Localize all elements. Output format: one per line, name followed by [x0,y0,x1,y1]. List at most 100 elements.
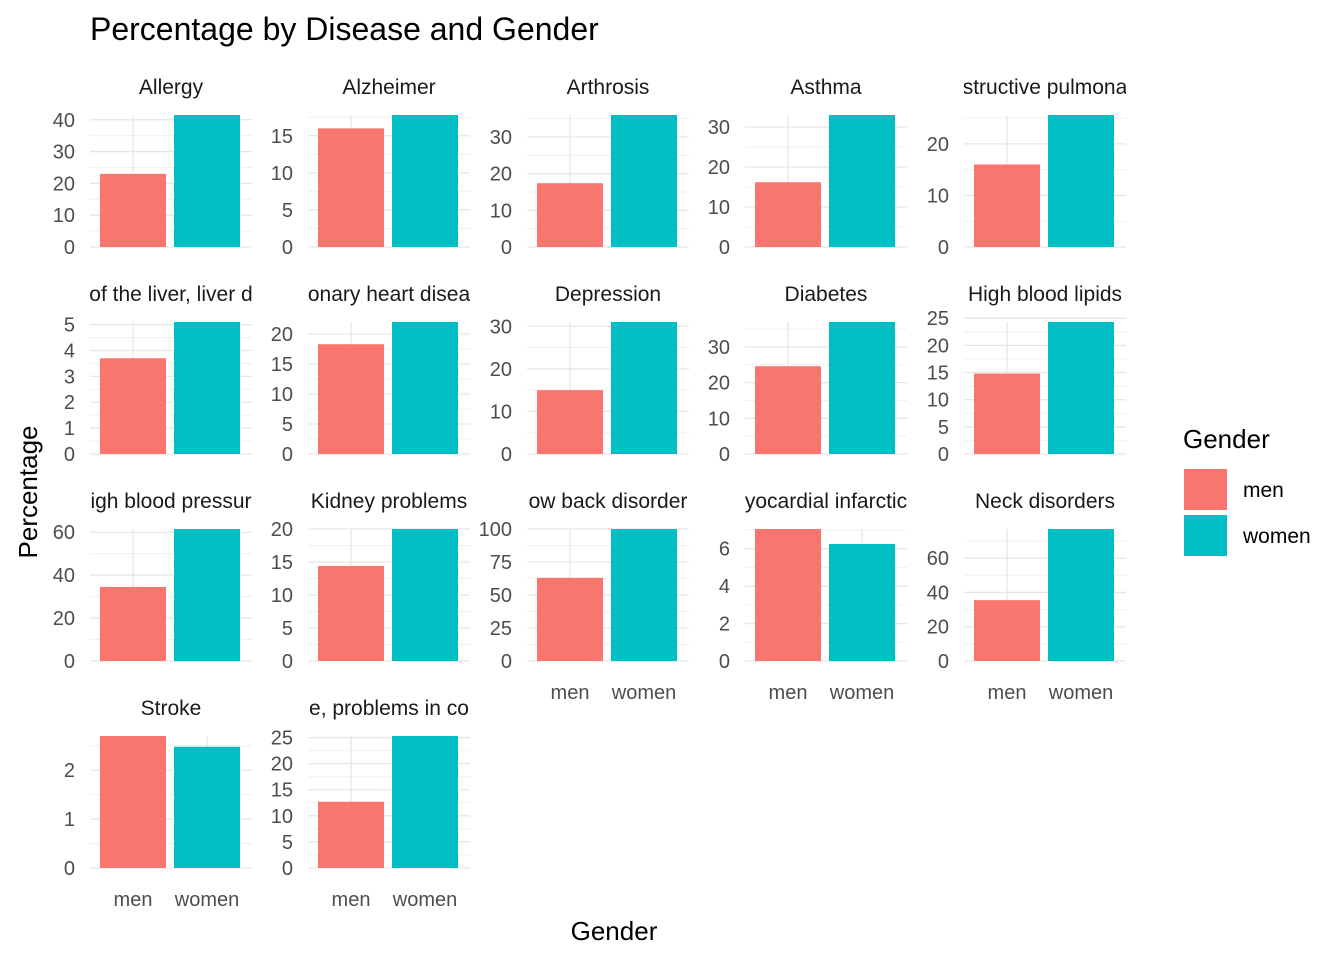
facet-strip-label: Stroke [141,697,202,720]
facet-panel: Allergy 0 10 20 30 40 [53,76,252,259]
x-axis-title: Gender [571,916,658,946]
y-tick-label: 10 [927,390,949,412]
facet-strip-label: Diabetes [785,283,868,306]
bar-women [1048,322,1114,454]
y-tick-label: 0 [501,444,512,466]
y-tick-label: 40 [927,582,949,604]
facet-panel: of the liver, liver d 0 1 2 3 4 5 [64,283,252,466]
x-tick-label: women [392,889,457,911]
facet-panel: Alzheimer 0 5 10 15 [271,76,470,259]
y-tick-label: 15 [271,354,293,376]
y-tick-label: 1 [64,418,75,440]
y-tick-label: 10 [490,401,512,423]
bar-men [537,390,603,454]
y-tick-label: 0 [282,237,293,259]
legend-label-men: men [1243,479,1284,502]
facet-strip-label: onary heart disea [308,283,471,306]
facet-strip-label: e, problems in co [309,697,469,720]
bar-women [392,736,458,868]
y-tick-label: 30 [490,127,512,149]
y-tick-label: 0 [501,651,512,673]
facet-panels: Allergy010203040Alzheimer051015Arthrosis… [53,76,1126,911]
y-tick-label: 25 [927,308,949,330]
facet-panel: structive pulmona 0 10 20 [927,76,1126,259]
y-tick-label: 75 [490,552,512,574]
bar-men [318,344,384,454]
y-tick-label: 0 [64,444,75,466]
facet-panel: Arthrosis 0 10 20 30 [490,76,689,259]
facet-panel: igh blood pressur 0 20 40 60 [53,490,252,673]
facet-strip-label: High blood lipids [968,283,1122,306]
bar-women [611,322,677,454]
y-tick-label: 20 [927,335,949,357]
y-tick-label: 10 [271,384,293,406]
facet-panel: e, problems in co 0 5 10 15 20 25 men women [271,697,470,911]
legend-key-men [1184,469,1227,510]
y-tick-label: 0 [282,444,293,466]
bar-men [755,366,821,454]
y-tick-label: 1 [64,809,75,831]
bar-men [537,183,603,247]
y-tick-label: 20 [708,157,730,179]
bar-women [392,322,458,454]
bar-women [1048,115,1114,247]
bar-women [392,115,458,247]
facet-panel: Diabetes 0 10 20 30 [708,283,907,466]
y-tick-label: 10 [927,185,949,207]
y-tick-label: 0 [282,858,293,880]
facet-panel: Kidney problems 0 5 10 15 20 [271,490,470,673]
facet-panel: Depression 0 10 20 30 [490,283,689,466]
y-tick-label: 0 [282,651,293,673]
y-tick-label: 10 [708,408,730,430]
y-tick-label: 0 [719,651,730,673]
facet-panel: Neck disorders 0 20 40 60 men women [927,490,1126,704]
y-tick-label: 50 [490,585,512,607]
facet-panel: Asthma 0 10 20 30 [708,76,907,259]
bar-men [318,128,384,247]
y-tick-label: 0 [64,237,75,259]
y-tick-label: 25 [490,618,512,640]
y-tick-label: 30 [708,337,730,359]
y-tick-label: 0 [938,651,949,673]
y-tick-label: 15 [271,552,293,574]
x-tick-label: men [988,682,1027,704]
y-tick-label: 4 [719,576,730,598]
x-tick-label: women [829,682,894,704]
x-tick-label: men [114,889,153,911]
bar-men [974,373,1040,454]
x-tick-label: men [551,682,590,704]
facet-panel: Stroke 0 1 2 men women [64,697,252,911]
facet-strip-label: yocardial infarctic [745,490,907,513]
y-tick-label: 30 [708,117,730,139]
facet-panel: onary heart disea 0 5 10 15 20 [271,283,471,466]
y-tick-label: 4 [64,340,75,362]
bar-women [829,115,895,247]
facet-strip-label: of the liver, liver d [89,283,252,306]
y-tick-label: 20 [927,617,949,639]
y-tick-label: 0 [64,651,75,673]
y-tick-label: 100 [479,519,512,541]
y-tick-label: 0 [719,237,730,259]
y-tick-label: 5 [938,417,949,439]
facet-strip-label: igh blood pressur [90,490,251,513]
y-tick-label: 30 [490,316,512,338]
y-tick-label: 5 [282,200,293,222]
y-tick-label: 20 [271,754,293,776]
y-tick-label: 10 [708,197,730,219]
y-tick-label: 40 [53,110,75,132]
y-tick-label: 0 [719,444,730,466]
y-tick-label: 15 [271,780,293,802]
facet-panel: High blood lipids 0 5 10 15 20 25 [927,283,1126,466]
bar-men [100,586,166,661]
facet-strip-label: Kidney problems [311,490,467,513]
y-tick-label: 20 [53,608,75,630]
y-tick-label: 0 [501,237,512,259]
x-tick-label: women [1048,682,1113,704]
bar-women [829,543,895,661]
bar-men [537,577,603,661]
y-tick-label: 10 [271,806,293,828]
x-tick-label: women [611,682,676,704]
y-tick-label: 5 [282,832,293,854]
y-tick-label: 10 [271,163,293,185]
bar-men [755,182,821,247]
